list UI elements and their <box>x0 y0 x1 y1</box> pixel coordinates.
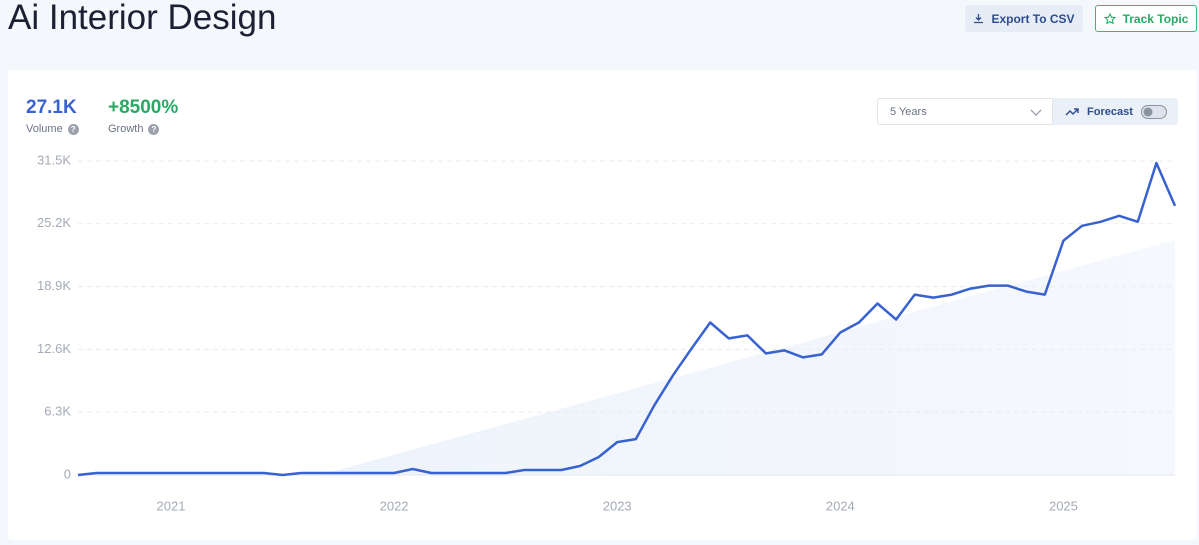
forecast-toggle[interactable]: Forecast <box>1053 98 1178 125</box>
volume-label: Volume <box>26 123 63 135</box>
x-tick-label: 2024 <box>826 498 855 513</box>
x-tick-label: 2022 <box>380 498 409 513</box>
x-tick-label: 2023 <box>603 498 632 513</box>
trend-line <box>77 161 1177 477</box>
page-title: Ai Interior Design <box>8 0 277 37</box>
y-tick-label: 25.2K <box>37 215 71 230</box>
forecast-area <box>320 240 1175 475</box>
range-label: 5 Years <box>890 105 927 118</box>
switch <box>1140 104 1167 119</box>
help-icon[interactable]: ? <box>67 123 79 135</box>
chevron <box>1030 109 1042 116</box>
y-tick-label: 0 <box>64 466 71 481</box>
y-tick-label: 31.5K <box>37 152 71 167</box>
growth-label: Growth <box>108 123 144 135</box>
x-tick-label: 2025 <box>1049 498 1078 513</box>
export-button[interactable]: Export To CSV <box>965 5 1083 32</box>
download-icon <box>974 14 984 24</box>
growth-caption: Growth? <box>108 123 160 135</box>
y-tick-label: 12.6K <box>37 341 71 356</box>
range-select[interactable]: 5 Years <box>877 98 1053 125</box>
growth-value: +8500% <box>108 97 179 118</box>
forecast-label: Forecast <box>1087 105 1133 118</box>
export-label: Export To CSV <box>991 11 1075 26</box>
volume-value: 27.1K <box>26 97 77 118</box>
y-tick-label: 6.3K <box>44 404 71 419</box>
help-icon[interactable]: ? <box>148 123 160 135</box>
track-button[interactable]: Track Topic <box>1095 5 1197 32</box>
star-icon <box>1103 12 1116 24</box>
track-label: Track Topic <box>1122 11 1189 26</box>
y-tick-label: 18.9K <box>37 278 71 293</box>
trend-icon <box>1065 108 1079 116</box>
volume-caption: Volume? <box>26 123 79 135</box>
x-tick-label: 2021 <box>157 498 186 513</box>
